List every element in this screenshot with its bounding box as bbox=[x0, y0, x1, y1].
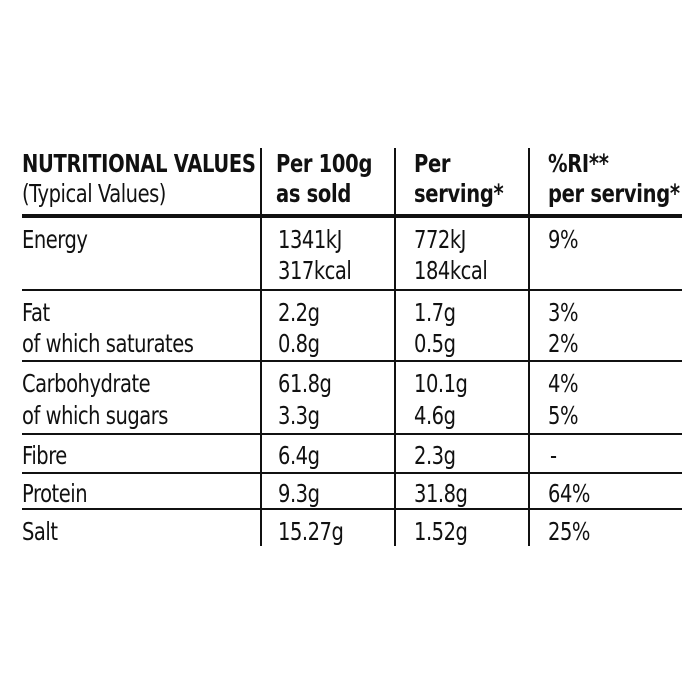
per-100g-value: 317kcal bbox=[278, 256, 352, 285]
ri-value: - bbox=[550, 441, 557, 470]
per-100g-value: 6.4g bbox=[278, 441, 320, 470]
header-as-sold: as sold bbox=[276, 179, 352, 208]
per-100g-value: 2.2g bbox=[278, 298, 320, 327]
per-100g-value: 9.3g bbox=[278, 479, 320, 508]
column-divider-2 bbox=[394, 148, 396, 546]
row-label: Carbohydrate bbox=[22, 369, 151, 398]
per-100g-value: 0.8g bbox=[278, 329, 320, 358]
row-label: Fat bbox=[22, 298, 50, 327]
per-serving-value: 1.52g bbox=[414, 517, 468, 546]
ri-value: 5% bbox=[548, 401, 579, 430]
ri-value: 3% bbox=[548, 298, 579, 327]
row-sublabel: of which saturates bbox=[22, 329, 194, 358]
per-serving-value: 772kJ bbox=[414, 225, 466, 254]
header-serving: serving* bbox=[414, 179, 504, 208]
header-ri: %RI** bbox=[548, 149, 609, 178]
row-label: Fibre bbox=[22, 441, 67, 470]
per-serving-value: 31.8g bbox=[414, 479, 468, 508]
row-divider-fat bbox=[22, 360, 682, 362]
header-divider bbox=[22, 214, 682, 218]
header-per-100g: Per 100g bbox=[276, 149, 373, 178]
row-label: Protein bbox=[22, 479, 88, 508]
ri-value: 9% bbox=[548, 225, 579, 254]
row-sublabel: of which sugars bbox=[22, 401, 169, 430]
column-divider-3 bbox=[528, 148, 530, 546]
ri-value: 25% bbox=[548, 517, 590, 546]
row-label: Salt bbox=[22, 517, 58, 546]
header-per-serving: per serving* bbox=[548, 179, 680, 208]
per-serving-value: 2.3g bbox=[414, 441, 456, 470]
per-100g-value: 61.8g bbox=[278, 369, 332, 398]
per-serving-value: 4.6g bbox=[414, 401, 456, 430]
per-100g-value: 1341kJ bbox=[278, 225, 342, 254]
header-nutritional-values: NUTRITIONAL VALUES bbox=[22, 149, 256, 178]
per-serving-value: 184kcal bbox=[414, 256, 488, 285]
row-divider-carbohydrate bbox=[22, 433, 682, 435]
per-serving-value: 10.1g bbox=[414, 369, 468, 398]
row-divider-fibre bbox=[22, 472, 682, 474]
header-per: Per bbox=[414, 149, 451, 178]
row-label: Energy bbox=[22, 225, 88, 254]
per-100g-value: 3.3g bbox=[278, 401, 320, 430]
ri-value: 2% bbox=[548, 329, 579, 358]
ri-value: 64% bbox=[548, 479, 590, 508]
per-100g-value: 15.27g bbox=[278, 517, 344, 546]
ri-value: 4% bbox=[548, 369, 579, 398]
header-typical-values: (Typical Values) bbox=[22, 179, 166, 208]
per-serving-value: 1.7g bbox=[414, 298, 456, 327]
column-divider-1 bbox=[260, 148, 262, 546]
per-serving-value: 0.5g bbox=[414, 329, 456, 358]
row-divider-energy bbox=[22, 289, 682, 291]
row-divider-protein bbox=[22, 508, 682, 510]
